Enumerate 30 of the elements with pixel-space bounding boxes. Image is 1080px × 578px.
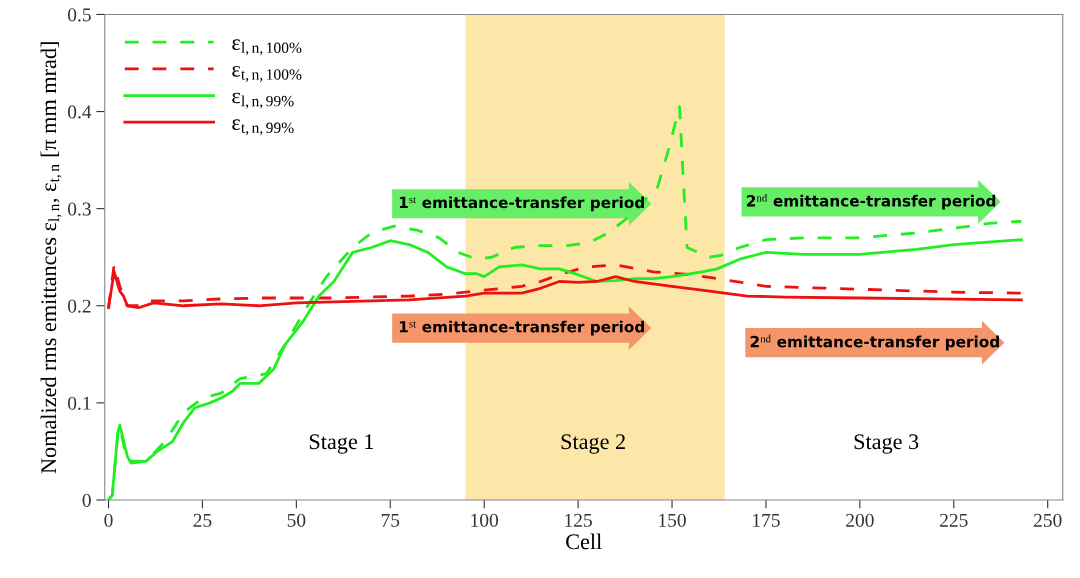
annotation: 1$^{st}$ emittance-transfer period xyxy=(399,196,644,212)
x-tick-label: 25 xyxy=(193,513,212,527)
x-tick-label: 150 xyxy=(659,513,686,527)
x-tick-label: 250 xyxy=(1033,513,1062,527)
y-tick-label: 0.1 xyxy=(68,396,91,410)
legend-label: ε$_{t,n,100%}$ xyxy=(232,66,302,82)
x-tick-label: 200 xyxy=(846,513,874,527)
y-tick-label: 0.4 xyxy=(68,105,92,119)
x-tick-label: 100 xyxy=(471,513,499,527)
y-axis-title: Nomalized rms emittances ε$_{l,n}$, ε$_{t,n}$ [π mm mrad] xyxy=(40,42,62,474)
annotation: Stage 3 xyxy=(854,434,919,454)
x-tick-label: 0 xyxy=(104,513,113,527)
annotation: Stage 2 xyxy=(561,434,625,454)
legend-label: ε$_{l,n,100%}$ xyxy=(232,39,302,56)
annotation: 2$^{nd}$ emittance-transfer period xyxy=(746,194,996,210)
annotation: 2$^{nd}$ emittance-transfer period xyxy=(750,334,999,351)
y-tick-label: 0.5 xyxy=(68,8,91,22)
x-tick-label: 75 xyxy=(381,513,400,527)
x-tick-label: 125 xyxy=(565,513,592,527)
y-tick-label: 0.2 xyxy=(68,299,91,313)
legend-label: ε$_{t,n,99%}$ xyxy=(232,119,294,136)
annotation: 1$^{st}$ emittance-transfer period xyxy=(399,320,644,336)
x-tick-label: 175 xyxy=(753,513,780,527)
legend-label: ε$_{l,n,99%}$ xyxy=(232,92,294,109)
x-tick-label: 50 xyxy=(287,513,306,527)
x-axis-title: Cell xyxy=(566,533,602,550)
annotation: Stage 1 xyxy=(309,434,374,454)
y-tick-label: 0 xyxy=(82,493,91,507)
y-tick-label: 0.3 xyxy=(68,202,91,216)
x-tick-label: 225 xyxy=(940,513,968,527)
